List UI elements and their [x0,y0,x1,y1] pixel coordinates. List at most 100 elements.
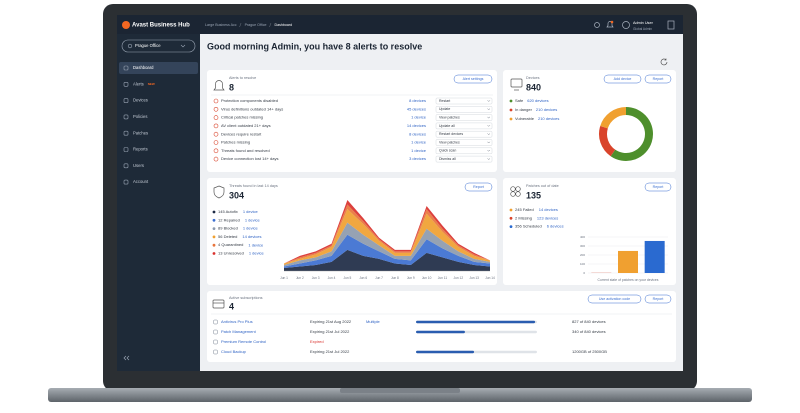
alerts-card [207,70,497,172]
alert-devices[interactable]: 1 device [411,148,427,153]
alert-devices[interactable]: 1 device [411,140,427,145]
collapse-icon[interactable] [123,355,130,361]
subscription-name[interactable]: Patch Management [221,329,257,334]
status-count: 210 [538,116,545,121]
x-tick-label: Jun 8 [391,276,399,280]
top-bar [117,15,683,34]
threat-area [284,249,490,271]
laptop-notch [340,388,460,393]
action-chevron [487,100,491,102]
menu-icon [123,179,129,185]
breadcrumb-item[interactable]: Prague Office [245,23,267,27]
alert-devices[interactable]: 8 devices [409,98,426,103]
status-devices: 210 devices [538,116,559,121]
x-tick-label: Jun 12 [454,276,464,280]
report-button[interactable] [644,74,672,84]
notification-dot [610,20,614,24]
greeting-heading: Good morning Admin, you have 8 alerts to… [207,41,422,51]
threat-row-devices[interactable]: 1 device [243,209,259,214]
patch-row-devices[interactable]: 14 devices [539,207,558,212]
action-label: Update [439,107,450,111]
menu-item[interactable]: Devices [133,98,148,103]
menu-icon [123,163,129,169]
breadcrumb-item[interactable]: Large Business Acc [205,23,237,27]
x-tick-label: Jun 1 [280,276,288,280]
report-button[interactable] [644,294,672,304]
report-button-label: Report [653,77,664,81]
patch-row-devices[interactable]: 123 devices [537,215,558,220]
menu-item[interactable]: Account [133,179,149,184]
alert-devices[interactable]: 1 device [411,115,427,120]
threat-row-count: 89 [218,226,223,231]
alert-label: AV client outdated 21+ days [221,123,271,128]
patch-row: 356 Scheduled [515,224,542,229]
threat-row-dot [212,235,216,239]
location-select[interactable] [121,39,196,53]
action-select[interactable] [435,139,493,146]
alert-icon [213,115,219,120]
menu-item[interactable]: Policies [133,114,147,119]
y-tick-label: 200 [580,253,585,257]
report-button-label: Report [473,185,484,189]
alert-devices[interactable]: 3 devices [409,156,426,161]
threat-row-dot [212,243,216,247]
action-select[interactable] [435,155,493,163]
x-tick-label: Jun 14 [485,276,495,280]
alert-label: Patches missing [221,140,250,145]
menu-icon [123,130,129,136]
menu-item[interactable]: Alerts [133,81,144,86]
action-select[interactable] [435,130,493,138]
activation-code-button[interactable] [587,294,642,304]
alert-icon [213,107,219,112]
subscription-name[interactable]: Cloud Backup [221,349,247,354]
threat-row-devices[interactable]: 14 devices [242,234,261,239]
alert-label: Devices require restart [221,131,262,136]
subscription-extra[interactable]: Multiple [366,319,381,324]
patch-row-count: 245 [515,207,522,212]
report-button[interactable] [464,182,493,192]
action-select[interactable] [435,114,493,121]
location-pin [127,43,133,49]
threat-row-devices[interactable]: 1 device [243,226,259,231]
devices-card [503,70,676,172]
menu-item[interactable]: Dashboard [133,65,154,70]
action-select[interactable] [435,97,493,105]
alert-icon [213,98,219,104]
subscription-expiry: Expiring 21st Jul 2022 [310,349,350,354]
card-count: 4 [229,301,234,311]
progress-fill [416,320,536,324]
alert-label: Critical patches missing [221,115,263,120]
action-select[interactable] [435,147,493,155]
card-title: Active subscriptions [229,296,263,300]
menu-item[interactable]: Users [133,163,144,168]
user-name: Admin User [633,21,654,25]
subscription-name[interactable]: Premium Remote Control [221,339,266,344]
menu-item[interactable]: Patches [133,130,148,135]
action-chevron [487,133,491,136]
status-count: 620 [527,98,534,103]
alert-devices[interactable]: 8 devices [409,131,426,136]
subscription-expiry: Expiring 21st Jul 2022 [310,329,350,334]
action-select[interactable] [435,122,493,130]
patch-row-devices[interactable]: 6 devices [547,224,564,229]
x-tick-label: Jun 13 [469,276,479,280]
alert-settings-button[interactable] [453,74,493,84]
subscription-name[interactable]: Antivirus Pro Plus [221,319,253,324]
add-device-button[interactable] [603,74,642,84]
threat-row-devices[interactable]: 1 device [249,251,265,256]
threat-row-label: Unresolved [224,251,244,256]
patch-row: 245 Failed [515,207,534,212]
subscription-icon [213,349,218,355]
threat-row-devices[interactable]: 1 device [248,242,264,247]
threat-row-devices[interactable]: 1 device [245,217,261,222]
alert-devices[interactable]: 45 devices [407,106,426,111]
action-select[interactable] [435,106,493,113]
patch-bar [618,250,638,273]
threat-row: 4 Quarantined [218,242,243,247]
menu-item[interactable]: Reports [133,147,148,152]
alert-settings-button-label: Alert settings [463,77,484,81]
report-button[interactable] [644,182,672,192]
alert-devices[interactable]: 14 devices [407,123,426,128]
threat-area [284,222,490,267]
progress-fill [416,330,465,334]
